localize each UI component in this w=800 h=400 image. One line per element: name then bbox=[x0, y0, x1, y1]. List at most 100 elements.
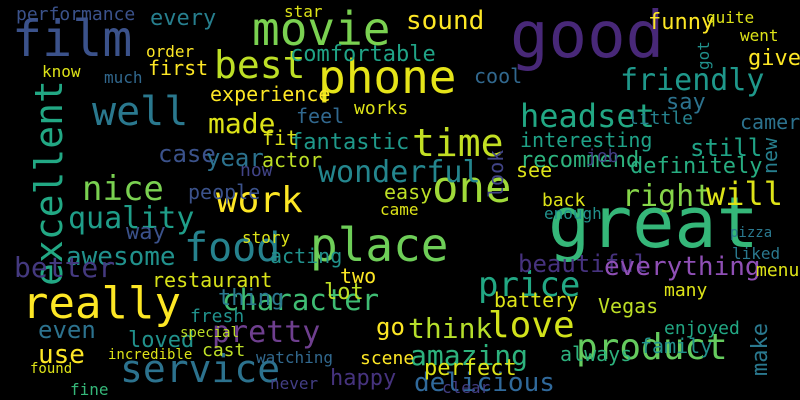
word: star bbox=[284, 2, 323, 21]
word: many bbox=[664, 280, 708, 301]
word: price bbox=[478, 265, 581, 305]
word: amazing bbox=[410, 339, 529, 372]
word: one bbox=[432, 162, 512, 213]
word: say bbox=[666, 90, 706, 115]
word: camera bbox=[740, 110, 800, 134]
word: nice bbox=[82, 169, 164, 209]
word: came bbox=[380, 200, 419, 219]
word: great bbox=[548, 182, 759, 264]
word: go bbox=[376, 313, 405, 341]
word: food bbox=[184, 225, 281, 271]
word: got bbox=[694, 41, 713, 70]
word: experience bbox=[210, 82, 331, 106]
word: fit bbox=[262, 126, 299, 150]
word: see bbox=[516, 158, 553, 182]
word: think bbox=[408, 312, 493, 345]
word: time bbox=[412, 121, 504, 165]
word: phone bbox=[318, 50, 457, 104]
word: lot bbox=[324, 280, 364, 305]
word: restaurant bbox=[152, 268, 273, 292]
word: feel bbox=[296, 104, 345, 128]
word: everything bbox=[604, 252, 761, 282]
word: cast bbox=[202, 340, 246, 361]
word: look bbox=[484, 149, 508, 198]
word: pizza bbox=[730, 225, 773, 241]
word: service bbox=[120, 347, 281, 391]
word: place bbox=[310, 218, 449, 272]
word: really bbox=[22, 278, 181, 329]
word: performance bbox=[16, 4, 136, 25]
word: family bbox=[640, 334, 713, 358]
word: perfect bbox=[424, 356, 517, 381]
word: beautiful bbox=[518, 250, 649, 278]
word: interesting bbox=[520, 128, 653, 152]
word: recommend bbox=[520, 148, 640, 173]
word: quite bbox=[706, 8, 755, 27]
word: delicious bbox=[414, 368, 555, 398]
word: movie bbox=[252, 2, 391, 56]
word: enjoyed bbox=[664, 318, 740, 339]
word: work bbox=[216, 180, 303, 221]
word: awesome bbox=[66, 242, 176, 272]
word: right bbox=[622, 179, 713, 214]
word: good bbox=[510, 0, 665, 73]
word: way bbox=[126, 220, 166, 245]
word: job bbox=[586, 146, 619, 167]
word: cool bbox=[474, 64, 523, 88]
word: works bbox=[354, 98, 409, 119]
word: new bbox=[758, 137, 782, 174]
word: film bbox=[12, 10, 133, 68]
word: even bbox=[38, 316, 96, 344]
word: Vegas bbox=[598, 294, 659, 318]
word: pretty bbox=[212, 315, 321, 350]
word: always bbox=[560, 342, 633, 366]
word: first bbox=[148, 56, 209, 80]
word: thing bbox=[218, 286, 285, 311]
word: every bbox=[150, 6, 217, 31]
word: better bbox=[14, 251, 116, 284]
word: funny bbox=[648, 10, 715, 35]
word: now bbox=[240, 160, 273, 181]
word: easy bbox=[384, 180, 433, 204]
word: enough bbox=[544, 204, 602, 223]
word: loved bbox=[128, 328, 195, 353]
word: never bbox=[270, 374, 319, 393]
word: use bbox=[38, 340, 85, 370]
word: fine bbox=[70, 380, 109, 399]
word: story bbox=[242, 228, 291, 247]
word: will bbox=[706, 175, 784, 213]
word: wonderful bbox=[318, 155, 481, 190]
word: know bbox=[42, 62, 81, 81]
word: battery bbox=[494, 288, 579, 312]
word: year bbox=[206, 144, 264, 172]
word: make bbox=[748, 323, 773, 376]
word: friendly bbox=[620, 63, 765, 98]
word: well bbox=[92, 89, 189, 135]
word: liked bbox=[732, 244, 781, 263]
word: fresh bbox=[190, 306, 245, 327]
word: made bbox=[208, 107, 276, 140]
word: incredible bbox=[108, 347, 193, 363]
word: acting bbox=[270, 244, 343, 268]
word: clear bbox=[442, 378, 491, 397]
word: happy bbox=[330, 366, 397, 391]
word: give bbox=[748, 46, 800, 71]
word: case bbox=[158, 140, 216, 168]
word: love bbox=[488, 305, 575, 346]
word: found bbox=[30, 361, 73, 377]
word: little bbox=[628, 108, 694, 129]
word: menu bbox=[756, 260, 800, 281]
word: back bbox=[542, 190, 586, 211]
word: order bbox=[146, 42, 195, 61]
word: people bbox=[188, 180, 261, 204]
word: character bbox=[222, 283, 380, 317]
word: still bbox=[690, 134, 763, 162]
word: special bbox=[180, 325, 240, 341]
word: went bbox=[740, 26, 779, 45]
word: sound bbox=[406, 6, 485, 36]
word: comfortable bbox=[290, 42, 436, 67]
word: best bbox=[214, 43, 306, 87]
word: watching bbox=[256, 348, 334, 367]
word: product bbox=[576, 327, 728, 368]
